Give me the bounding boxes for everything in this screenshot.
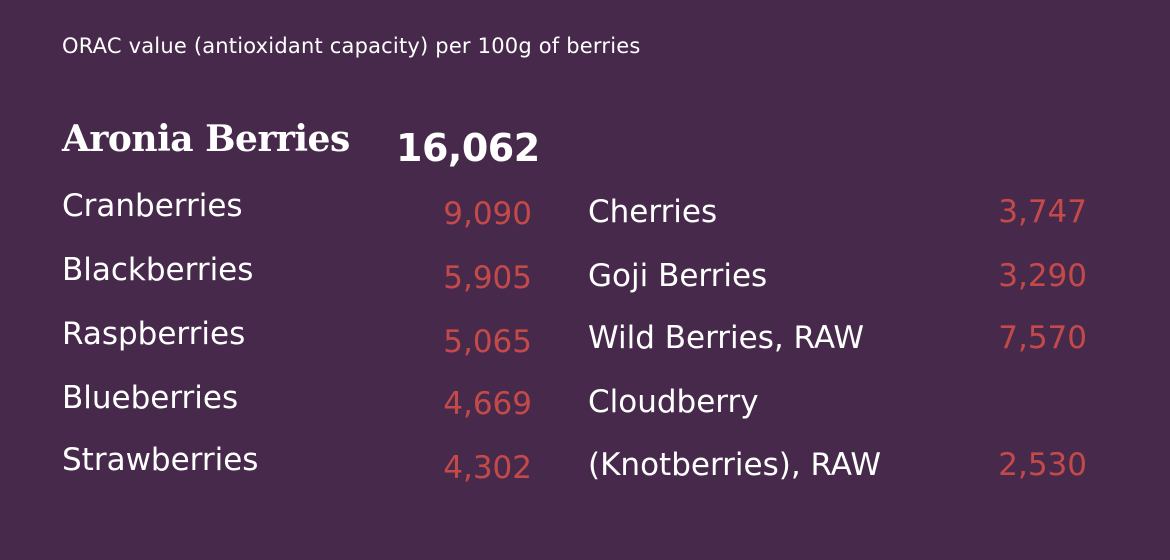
list-item: Wild Berries, RAW 7,570	[588, 320, 1087, 370]
list-item: Blueberries 4,669	[62, 380, 532, 430]
berry-name: Cranberries	[62, 188, 243, 224]
berry-value: 9,090	[443, 196, 532, 232]
page-subtitle: ORAC value (antioxidant capacity) per 10…	[62, 34, 641, 58]
berry-name: Cherries	[588, 194, 718, 230]
berry-value: 4,302	[443, 450, 532, 486]
berry-value: 2,530	[998, 447, 1087, 483]
berry-name: (Knotberries), RAW	[588, 447, 881, 483]
list-item: (Knotberries), RAW 2,530	[588, 447, 1087, 497]
berry-name: Wild Berries, RAW	[588, 320, 865, 356]
hero-berry-value: 16,062	[396, 126, 540, 170]
list-item: Raspberries 5,065	[62, 316, 532, 366]
berry-name: Blackberries	[62, 252, 254, 288]
berry-value: 3,747	[998, 194, 1087, 230]
berry-value: 3,290	[998, 258, 1087, 294]
list-item: Blackberries 5,905	[62, 252, 532, 302]
berry-name: Goji Berries	[588, 258, 768, 294]
list-item: Goji Berries 3,290	[588, 258, 1087, 308]
list-item: Cloudberry	[588, 384, 1087, 434]
berry-name: Cloudberry	[588, 384, 759, 420]
berry-name: Blueberries	[62, 380, 239, 416]
berry-name: Raspberries	[62, 316, 246, 352]
berry-value: 4,669	[443, 386, 532, 422]
list-item: Strawberries 4,302	[62, 442, 532, 492]
berry-value: 5,905	[443, 260, 532, 296]
berry-value: 5,065	[443, 324, 532, 360]
list-item: Cherries 3,747	[588, 194, 1087, 244]
hero-berry-name: Aronia Berries	[62, 118, 350, 160]
berry-value: 7,570	[998, 320, 1087, 356]
berry-name: Strawberries	[62, 442, 259, 478]
list-item: Cranberries 9,090	[62, 188, 532, 238]
